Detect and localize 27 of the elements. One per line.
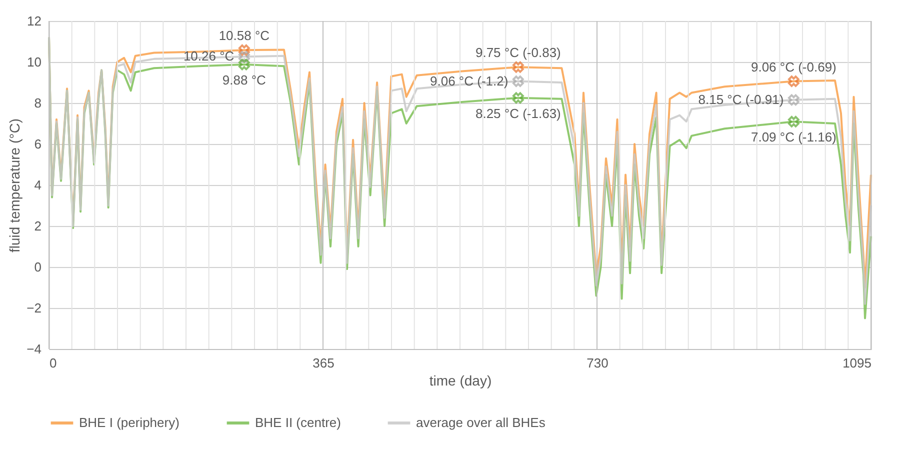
y-tick-label: 2 xyxy=(34,218,42,234)
legend-label: average over all BHEs xyxy=(416,415,546,430)
x-tick-label: 365 xyxy=(312,356,334,370)
y-tick-label: 12 xyxy=(27,14,42,28)
annotation: 7.09 °C (-1.16) xyxy=(750,130,836,145)
legend-label: BHE II (centre) xyxy=(255,415,341,430)
annotation: 10.58 °C xyxy=(218,28,270,44)
x-tick-label: 0 xyxy=(50,356,57,370)
legend-label: BHE I (periphery) xyxy=(79,415,180,430)
y-tick-label: −2 xyxy=(26,300,42,316)
y-tick-label: 8 xyxy=(34,96,42,110)
y-tick-label: 4 xyxy=(34,178,42,192)
annotation: 9.06 °C (-1.2) xyxy=(430,73,508,88)
y-axis-title: fluid temperature (°C) xyxy=(6,118,23,252)
x-tick-label: 730 xyxy=(586,356,608,370)
x-axis-title: time (day) xyxy=(429,372,492,388)
y-tick-label: 10 xyxy=(27,54,42,70)
annotation: 9.88 °C xyxy=(222,72,266,88)
x-tick-label: 1095 xyxy=(842,356,872,370)
annotation: 8.25 °C (-1.63) xyxy=(475,106,561,121)
y-tick-label: −4 xyxy=(26,342,42,356)
annotation: 9.75 °C (-0.83) xyxy=(475,45,561,60)
y-tick-label: 6 xyxy=(34,136,42,152)
annotation: 9.06 °C (-0.69) xyxy=(750,59,836,74)
annotation: 10.26 °C xyxy=(183,48,234,64)
annotation: 8.15 °C (-0.91) xyxy=(698,92,784,107)
y-tick-label: 0 xyxy=(34,260,42,274)
